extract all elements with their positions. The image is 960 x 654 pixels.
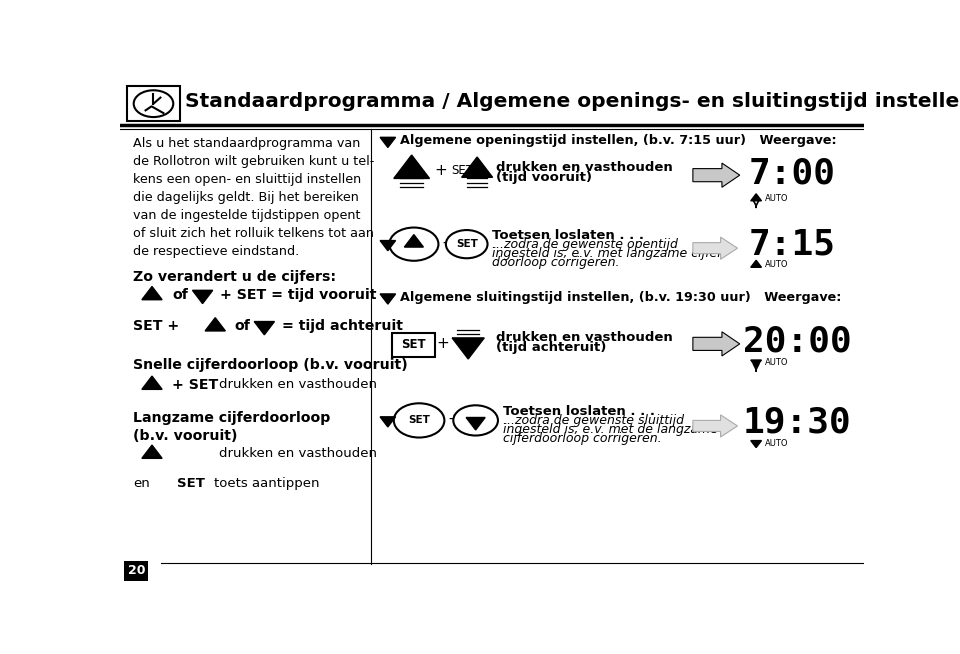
Bar: [128, 86, 180, 121]
Text: Algemene sluitingstijd instellen, (b.v. 19:30 uur)   Weergave:: Algemene sluitingstijd instellen, (b.v. …: [399, 291, 841, 304]
Text: +: +: [447, 412, 460, 427]
Text: drukken en vasthouden: drukken en vasthouden: [219, 447, 377, 460]
Text: AUTO: AUTO: [765, 358, 788, 367]
Text: cijferdoorloop corrigeren.: cijferdoorloop corrigeren.: [503, 432, 661, 445]
Polygon shape: [142, 376, 162, 389]
Text: SET: SET: [456, 239, 478, 249]
Polygon shape: [751, 360, 761, 367]
Text: 20:00: 20:00: [743, 324, 852, 358]
Text: Zo verandert u de cijfers:: Zo verandert u de cijfers:: [133, 270, 337, 284]
Text: (tijd achteruit): (tijd achteruit): [495, 341, 606, 354]
Polygon shape: [751, 441, 761, 447]
Circle shape: [453, 405, 498, 436]
Polygon shape: [693, 332, 740, 356]
Polygon shape: [693, 415, 737, 437]
Text: SET: SET: [451, 164, 473, 177]
Text: Snelle cijferdoorloop (b.v. vooruit): Snelle cijferdoorloop (b.v. vooruit): [133, 358, 408, 372]
Text: Standaardprogramma / Algemene openings- en sluitingstijd instellen: Standaardprogramma / Algemene openings- …: [185, 92, 960, 111]
Text: AUTO: AUTO: [765, 194, 788, 203]
Polygon shape: [452, 338, 484, 359]
Polygon shape: [142, 286, 162, 300]
Text: + SET: + SET: [172, 377, 218, 392]
Text: SET: SET: [408, 415, 430, 425]
Text: +: +: [436, 336, 449, 351]
Text: doorloop corrigeren.: doorloop corrigeren.: [492, 256, 619, 269]
Text: +: +: [442, 235, 454, 250]
Text: Algemene openingstijd instellen, (b.v. 7:15 uur)   Weergave:: Algemene openingstijd instellen, (b.v. 7…: [399, 135, 836, 147]
Text: + SET = tijd vooruit: + SET = tijd vooruit: [221, 288, 377, 302]
Text: ...zodra de gewenste sluittijd: ...zodra de gewenste sluittijd: [503, 415, 684, 428]
Text: of: of: [172, 288, 188, 302]
Text: drukken en vasthouden: drukken en vasthouden: [495, 331, 672, 344]
Text: SET: SET: [177, 477, 204, 490]
Polygon shape: [380, 137, 396, 147]
Polygon shape: [693, 237, 737, 259]
Polygon shape: [467, 417, 485, 430]
Circle shape: [133, 90, 173, 117]
Text: of: of: [234, 319, 251, 334]
Text: (tijd vooruit): (tijd vooruit): [495, 171, 591, 184]
Text: AUTO: AUTO: [765, 439, 788, 447]
Text: SET: SET: [401, 338, 425, 351]
Text: 20: 20: [128, 564, 145, 577]
Polygon shape: [192, 290, 213, 303]
Text: drukken en vasthouden: drukken en vasthouden: [219, 378, 377, 391]
Text: Als u het standaardprogramma van
de Rollotron wilt gebruiken kunt u tel-
kens ee: Als u het standaardprogramma van de Roll…: [133, 137, 374, 258]
Polygon shape: [380, 241, 396, 250]
Polygon shape: [380, 417, 396, 427]
Polygon shape: [142, 445, 162, 458]
Text: Toetsen loslaten . . .: Toetsen loslaten . . .: [492, 229, 644, 242]
Polygon shape: [394, 155, 429, 179]
Text: ingesteld is, e.v. met langzame cijfer-: ingesteld is, e.v. met langzame cijfer-: [492, 247, 727, 260]
Text: = tijd achteruit: = tijd achteruit: [282, 319, 403, 334]
Polygon shape: [254, 322, 275, 335]
Text: ...zodra de gewenste opentijd: ...zodra de gewenste opentijd: [492, 238, 678, 251]
Bar: [120, 78, 864, 125]
Circle shape: [445, 230, 488, 258]
Circle shape: [390, 228, 439, 261]
Text: Toetsen loslaten . . .: Toetsen loslaten . . .: [503, 405, 655, 419]
Text: ingesteld is, e.v. met de langzame: ingesteld is, e.v. met de langzame: [503, 423, 718, 436]
Text: Langzame cijferdoorloop
(b.v. vooruit): Langzame cijferdoorloop (b.v. vooruit): [133, 411, 331, 443]
Polygon shape: [693, 163, 740, 187]
Text: drukken en vasthouden: drukken en vasthouden: [495, 161, 672, 174]
Text: +: +: [434, 163, 446, 178]
Circle shape: [394, 404, 444, 438]
Text: SET +: SET +: [133, 319, 180, 334]
Text: 7:15: 7:15: [749, 227, 835, 261]
Text: AUTO: AUTO: [765, 260, 788, 269]
Text: toets aantippen: toets aantippen: [214, 477, 320, 490]
Polygon shape: [380, 294, 396, 304]
Polygon shape: [205, 318, 226, 331]
Polygon shape: [404, 235, 423, 247]
Text: en: en: [133, 477, 150, 490]
Polygon shape: [462, 157, 492, 177]
Polygon shape: [751, 260, 761, 267]
Text: 7:00: 7:00: [749, 156, 835, 190]
Text: 19:30: 19:30: [743, 406, 852, 440]
Polygon shape: [751, 194, 761, 201]
FancyBboxPatch shape: [392, 333, 435, 357]
